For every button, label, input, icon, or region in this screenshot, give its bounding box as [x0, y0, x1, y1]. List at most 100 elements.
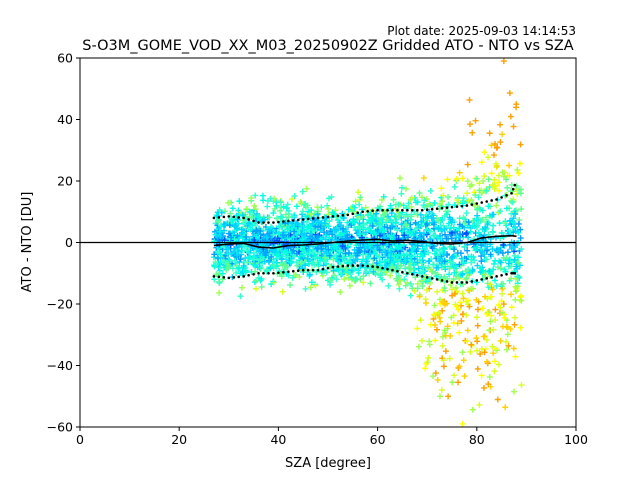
scatter-point — [380, 193, 387, 200]
scatter-point — [481, 173, 488, 180]
scatter-point — [393, 275, 400, 282]
scatter-point — [322, 220, 329, 227]
y-tick-label: −40 — [47, 358, 73, 373]
scatter-point — [489, 211, 496, 218]
scatter-point — [247, 226, 254, 233]
std-band-point — [425, 208, 429, 211]
std-band-point — [406, 208, 409, 212]
scatter-point — [362, 229, 369, 236]
scatter-point — [431, 200, 438, 207]
scatter-point — [236, 198, 243, 205]
std-band-point — [366, 209, 369, 213]
scatter-point — [433, 326, 440, 333]
scatter-point — [451, 246, 458, 253]
scatter-point — [499, 290, 506, 297]
scatter-point — [398, 190, 405, 197]
scatter-point — [405, 200, 412, 207]
scatter-point — [467, 348, 474, 355]
scatter-point — [434, 288, 441, 295]
scatter-point — [483, 187, 490, 194]
scatter-point — [344, 219, 351, 226]
std-band-point — [237, 216, 241, 219]
scatter-point — [293, 203, 300, 210]
scatter-point — [456, 230, 463, 237]
scatter-point — [514, 191, 521, 198]
scatter-point — [407, 266, 414, 273]
scatter-point — [325, 246, 332, 253]
scatter-point — [473, 175, 480, 182]
scatter-point — [252, 268, 259, 275]
scatter-point — [283, 205, 290, 212]
scatter-point — [471, 257, 478, 264]
scatter-point — [348, 274, 355, 281]
scatter-point — [499, 250, 506, 257]
scatter-point — [515, 254, 522, 261]
scatter-point — [388, 249, 395, 256]
scatter-point — [482, 238, 489, 245]
scatter-point — [293, 220, 300, 227]
scatter-point — [485, 203, 492, 210]
std-band-point — [475, 202, 479, 205]
scatter-point — [412, 230, 419, 237]
scatter-point — [508, 291, 515, 298]
scatter-point — [346, 258, 353, 265]
std-band-point — [336, 214, 340, 218]
x-tick-label: 80 — [469, 432, 485, 447]
scatter-point — [298, 222, 305, 229]
std-band-point — [420, 208, 424, 212]
scatter-point — [443, 235, 450, 242]
scatter-point — [490, 260, 497, 267]
scatter-point — [488, 293, 495, 300]
scatter-point — [397, 175, 404, 182]
scatter-point — [483, 336, 490, 343]
scatter-point — [502, 268, 509, 275]
scatter-point — [352, 198, 359, 205]
scatter-point — [436, 314, 443, 321]
scatter-point — [367, 227, 374, 234]
scatter-point — [426, 258, 433, 265]
scatter-point — [277, 207, 284, 214]
scatter-point — [476, 180, 483, 187]
std-band-point — [212, 275, 216, 278]
scatter-point — [224, 251, 231, 258]
scatter-point — [234, 232, 241, 239]
scatter-point — [342, 250, 349, 257]
std-band-point — [440, 279, 444, 282]
scatter-point — [284, 235, 291, 242]
scatter-point — [235, 243, 242, 250]
scatter-point — [492, 140, 499, 147]
scatter-point — [512, 228, 519, 235]
x-tick-label: 60 — [370, 432, 386, 447]
std-band-point — [415, 208, 419, 212]
scatter-point — [308, 279, 315, 286]
scatter-point — [253, 227, 260, 234]
scatter-point — [430, 311, 437, 318]
scatter-point — [453, 303, 460, 310]
scatter-point — [236, 264, 243, 271]
scatter-point — [398, 221, 405, 228]
scatter-point — [325, 223, 332, 230]
std-band-point — [227, 276, 231, 280]
scatter-point — [500, 58, 507, 65]
std-band-point — [470, 203, 474, 206]
scatter-point — [219, 276, 226, 283]
scatter-point — [451, 290, 458, 297]
scatter-point — [501, 314, 508, 321]
scatter-point — [251, 256, 258, 263]
scatter-point — [294, 223, 301, 230]
scatter-point — [472, 117, 479, 124]
scatter-point — [388, 232, 395, 239]
scatter-point — [487, 251, 494, 258]
scatter-point — [257, 228, 264, 235]
scatter-point — [217, 259, 224, 266]
scatter-point — [474, 306, 481, 313]
scatter-point — [276, 224, 283, 231]
scatter-point — [431, 302, 438, 309]
scatter-point — [288, 196, 295, 203]
scatter-point — [448, 219, 455, 226]
scatter-point — [469, 129, 476, 136]
scatter-point — [492, 345, 499, 352]
scatter-point — [460, 295, 467, 302]
scatter-point — [376, 232, 383, 239]
